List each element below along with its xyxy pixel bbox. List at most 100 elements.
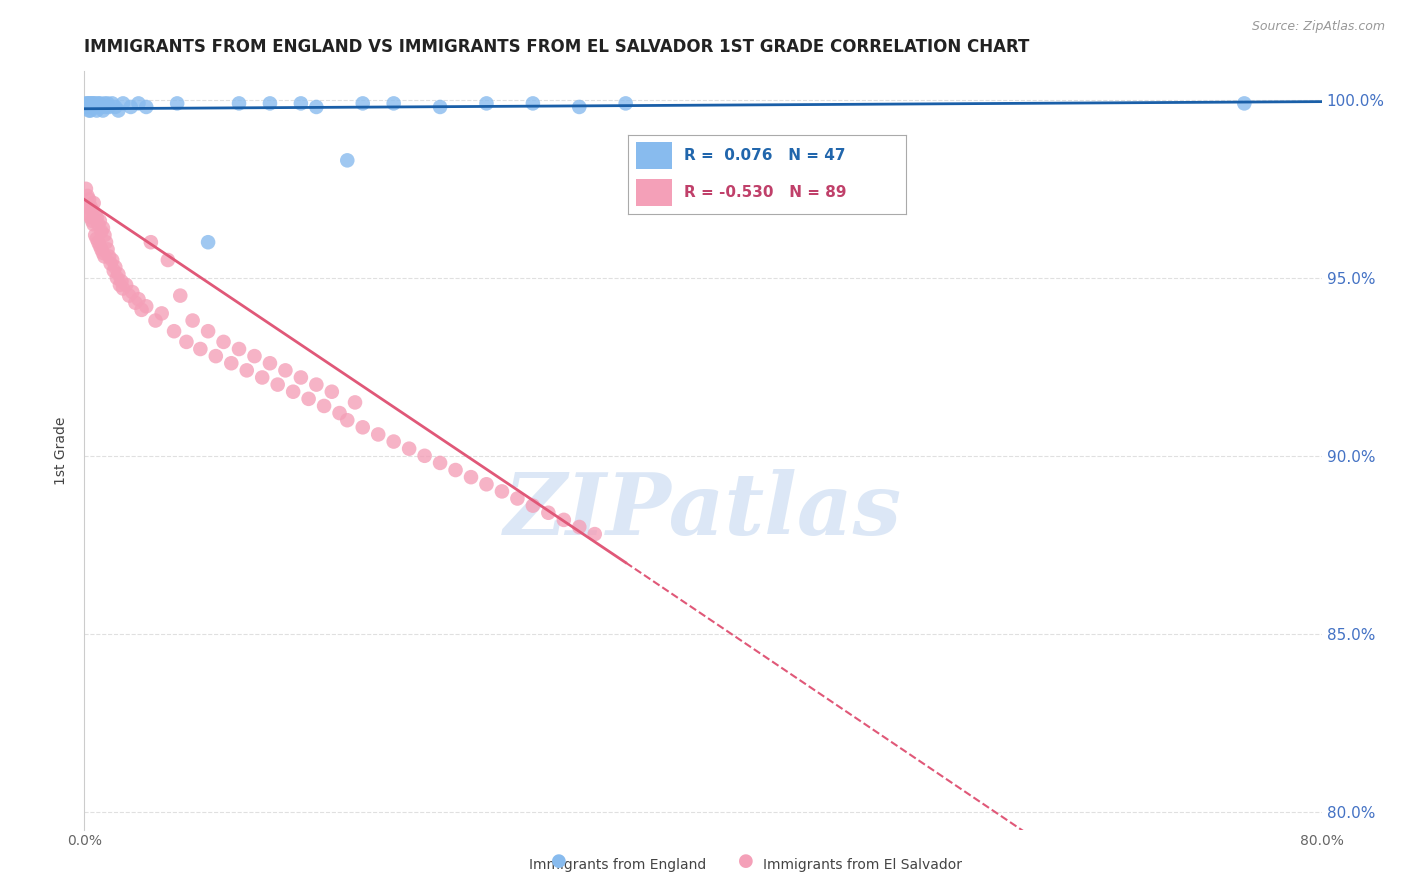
Point bbox=[84, 228, 107, 243]
Point bbox=[76, 189, 98, 203]
Point bbox=[429, 456, 451, 470]
Point bbox=[82, 100, 104, 114]
Point bbox=[77, 103, 100, 118]
Point bbox=[77, 96, 100, 111]
Text: R = -0.530   N = 89: R = -0.530 N = 89 bbox=[683, 185, 846, 200]
Point bbox=[124, 295, 146, 310]
Point bbox=[305, 100, 328, 114]
Point bbox=[75, 96, 97, 111]
Point bbox=[93, 228, 115, 243]
FancyBboxPatch shape bbox=[637, 143, 672, 169]
Point bbox=[475, 477, 498, 491]
Point bbox=[89, 100, 111, 114]
Point bbox=[77, 100, 100, 114]
Point bbox=[568, 100, 591, 114]
Point bbox=[77, 193, 100, 207]
Point bbox=[83, 96, 105, 111]
Point bbox=[568, 520, 591, 534]
Point bbox=[86, 232, 108, 246]
Point bbox=[86, 211, 108, 225]
Point bbox=[614, 96, 637, 111]
Point bbox=[112, 281, 135, 295]
Point bbox=[94, 100, 117, 114]
Point bbox=[243, 349, 266, 363]
Point bbox=[228, 342, 250, 356]
Point bbox=[84, 207, 107, 221]
Point bbox=[522, 499, 544, 513]
Point bbox=[89, 214, 111, 228]
Point bbox=[75, 182, 97, 196]
Point bbox=[94, 235, 117, 250]
Point bbox=[205, 349, 228, 363]
Point bbox=[352, 420, 374, 434]
Point bbox=[197, 235, 219, 250]
Point bbox=[127, 96, 149, 111]
Point bbox=[583, 527, 606, 541]
Point bbox=[91, 246, 114, 260]
Point bbox=[90, 225, 112, 239]
Point bbox=[110, 274, 132, 288]
Point bbox=[156, 253, 179, 268]
Point bbox=[281, 384, 305, 399]
Point bbox=[188, 342, 211, 356]
Point bbox=[212, 334, 235, 349]
Point bbox=[118, 288, 141, 302]
Point bbox=[83, 196, 105, 211]
Point bbox=[83, 100, 105, 114]
Point bbox=[169, 288, 191, 302]
Point bbox=[537, 506, 560, 520]
Point bbox=[250, 370, 273, 384]
Point bbox=[1233, 96, 1256, 111]
Point bbox=[120, 100, 142, 114]
Point bbox=[98, 250, 121, 264]
Point bbox=[101, 253, 124, 268]
Point bbox=[398, 442, 420, 456]
Point bbox=[367, 427, 389, 442]
Point bbox=[98, 100, 121, 114]
Point bbox=[107, 103, 129, 118]
Point bbox=[235, 363, 259, 377]
Point bbox=[83, 218, 105, 232]
Point bbox=[163, 324, 186, 338]
Y-axis label: 1st Grade: 1st Grade bbox=[55, 417, 69, 484]
Point bbox=[219, 356, 242, 370]
Point bbox=[176, 334, 198, 349]
Point bbox=[382, 96, 405, 111]
Point bbox=[127, 292, 149, 306]
Point bbox=[328, 406, 352, 420]
Point bbox=[228, 96, 250, 111]
Point bbox=[112, 96, 135, 111]
Text: R =  0.076   N = 47: R = 0.076 N = 47 bbox=[683, 148, 845, 163]
Point bbox=[121, 285, 143, 299]
Point bbox=[93, 250, 115, 264]
Point bbox=[166, 96, 188, 111]
Text: IMMIGRANTS FROM ENGLAND VS IMMIGRANTS FROM EL SALVADOR 1ST GRADE CORRELATION CHA: IMMIGRANTS FROM ENGLAND VS IMMIGRANTS FR… bbox=[84, 38, 1029, 56]
Point bbox=[89, 239, 111, 253]
Point bbox=[79, 211, 101, 225]
Point bbox=[103, 263, 125, 277]
Point bbox=[297, 392, 319, 406]
Point bbox=[259, 96, 281, 111]
Point bbox=[89, 96, 111, 111]
Text: ZIPatlas: ZIPatlas bbox=[503, 469, 903, 553]
Point bbox=[197, 324, 219, 338]
Point bbox=[84, 100, 107, 114]
Point bbox=[135, 299, 157, 313]
Point bbox=[91, 221, 114, 235]
Point bbox=[96, 96, 118, 111]
Point bbox=[104, 260, 127, 274]
Point bbox=[131, 302, 153, 317]
Point bbox=[76, 200, 98, 214]
Point bbox=[90, 243, 112, 257]
Point bbox=[305, 377, 328, 392]
Point bbox=[290, 96, 312, 111]
Point bbox=[104, 100, 127, 114]
Point bbox=[79, 200, 101, 214]
Point bbox=[87, 218, 110, 232]
Point bbox=[86, 103, 108, 118]
Text: Source: ZipAtlas.com: Source: ZipAtlas.com bbox=[1251, 20, 1385, 33]
Point bbox=[76, 96, 98, 111]
Point bbox=[115, 277, 138, 292]
Point bbox=[93, 96, 115, 111]
Point bbox=[343, 395, 366, 409]
